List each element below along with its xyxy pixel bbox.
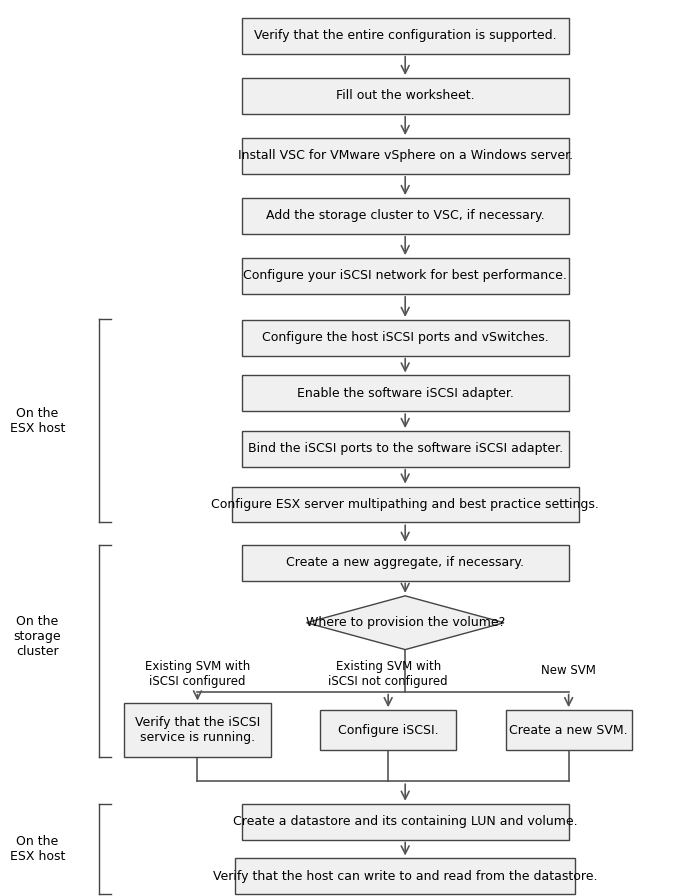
FancyBboxPatch shape [505,710,631,751]
FancyBboxPatch shape [124,703,270,757]
FancyBboxPatch shape [235,858,575,894]
Text: On the
ESX host: On the ESX host [10,407,65,435]
Text: Enable the software iSCSI adapter.: Enable the software iSCSI adapter. [297,387,513,400]
Text: Create a datastore and its containing LUN and volume.: Create a datastore and its containing LU… [233,815,577,828]
Text: New SVM: New SVM [541,664,596,676]
Text: On the
ESX host: On the ESX host [10,835,65,864]
FancyBboxPatch shape [242,545,569,581]
Text: Verify that the host can write to and read from the datastore.: Verify that the host can write to and re… [213,870,597,883]
FancyBboxPatch shape [242,258,569,294]
Text: On the
storage
cluster: On the storage cluster [14,615,61,658]
Text: Add the storage cluster to VSC, if necessary.: Add the storage cluster to VSC, if neces… [266,210,545,222]
FancyBboxPatch shape [242,198,569,234]
Text: Existing SVM with
iSCSI configured: Existing SVM with iSCSI configured [145,659,250,688]
Text: Configure your iSCSI network for best performance.: Configure your iSCSI network for best pe… [243,270,567,282]
Text: Configure the host iSCSI ports and vSwitches.: Configure the host iSCSI ports and vSwit… [262,332,549,344]
FancyBboxPatch shape [242,320,569,356]
Text: Where to provision the volume?: Where to provision the volume? [306,616,505,629]
Text: Verify that the entire configuration is supported.: Verify that the entire configuration is … [254,30,556,42]
Text: Configure ESX server multipathing and best practice settings.: Configure ESX server multipathing and be… [211,498,599,511]
Text: Configure iSCSI.: Configure iSCSI. [338,724,439,737]
Text: Bind the iSCSI ports to the software iSCSI adapter.: Bind the iSCSI ports to the software iSC… [248,443,563,455]
Text: Existing SVM with
iSCSI not configured: Existing SVM with iSCSI not configured [328,659,448,688]
Text: Create a new SVM.: Create a new SVM. [509,724,628,737]
FancyBboxPatch shape [242,78,569,114]
FancyBboxPatch shape [242,804,569,840]
FancyBboxPatch shape [242,431,569,467]
Text: Install VSC for VMware vSphere on a Windows server.: Install VSC for VMware vSphere on a Wind… [238,150,573,162]
FancyBboxPatch shape [320,710,456,751]
Text: Fill out the worksheet.: Fill out the worksheet. [336,90,475,102]
FancyBboxPatch shape [232,487,579,522]
FancyBboxPatch shape [242,138,569,174]
FancyBboxPatch shape [242,18,569,54]
FancyBboxPatch shape [242,375,569,411]
Text: Verify that the iSCSI
service is running.: Verify that the iSCSI service is running… [135,716,260,745]
Text: Create a new aggregate, if necessary.: Create a new aggregate, if necessary. [286,556,524,569]
Polygon shape [306,596,504,650]
